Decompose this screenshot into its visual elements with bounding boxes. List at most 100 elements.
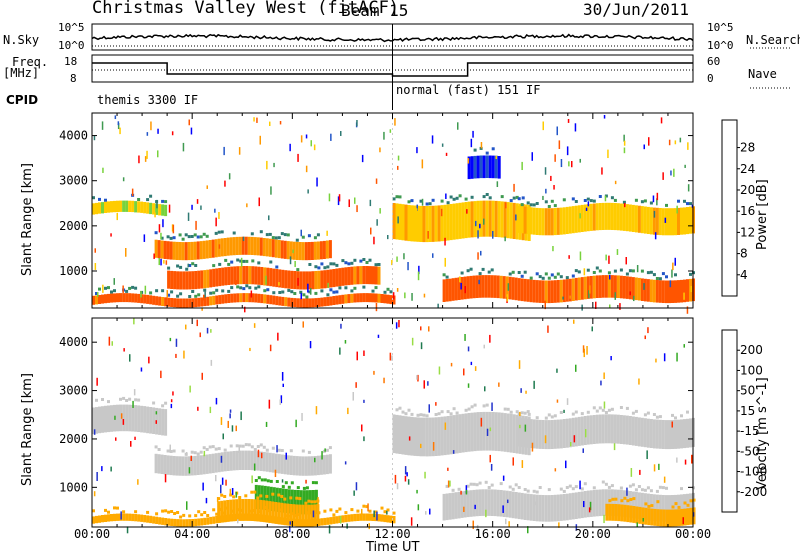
heatmap-cell [541, 420, 545, 449]
heatmap-cell [138, 155, 140, 164]
y-tick-label: 3000 [59, 384, 88, 398]
heatmap-cell [203, 517, 207, 526]
heatmap-cell [153, 253, 155, 259]
heatmap-cell [201, 372, 203, 380]
heatmap-cell [582, 345, 585, 353]
heatmap-cell [574, 277, 578, 301]
heatmap-cell [176, 294, 180, 298]
heatmap-cell [220, 493, 224, 497]
heatmap-cell [227, 420, 229, 428]
heatmap-cell [197, 518, 201, 526]
heatmap-cell [287, 518, 291, 526]
heatmap-cell [218, 212, 220, 219]
heatmap-cell [508, 521, 510, 527]
heatmap-cell [363, 436, 365, 442]
heatmap-cell [630, 468, 633, 477]
heatmap-cell [188, 467, 191, 474]
heatmap-cell [467, 346, 470, 352]
heatmap-cell [652, 273, 656, 277]
heatmap-cell [574, 410, 578, 414]
heatmap-cell [104, 201, 107, 213]
heatmap-cell [356, 513, 360, 521]
heatmap-cell [131, 200, 135, 213]
heatmap-cell [276, 445, 278, 453]
heatmap-cell [475, 220, 477, 227]
heatmap-cell [310, 288, 312, 295]
heatmap-cell [573, 435, 576, 443]
heatmap-cell [425, 206, 429, 243]
heatmap-cell [646, 450, 648, 460]
heatmap-cell [649, 279, 653, 303]
heatmap-cell [628, 416, 632, 445]
heatmap-cell [686, 503, 690, 507]
y-tick-label: 3000 [59, 174, 88, 188]
heatmap-cell [253, 463, 256, 471]
heatmap-cell [335, 263, 339, 267]
heatmap-cell [472, 275, 476, 299]
heatmap-cell [316, 177, 318, 187]
heatmap-cell [307, 456, 311, 476]
heatmap-cell [538, 275, 542, 279]
heatmap-cell [571, 492, 575, 520]
heatmap-cell [194, 298, 198, 308]
heatmap-cell [541, 276, 545, 280]
heatmap-cell [368, 266, 372, 285]
heatmap-cell [338, 286, 342, 290]
heatmap-cell [391, 260, 393, 266]
heatmap-cell [235, 444, 239, 448]
heatmap-cell [469, 490, 473, 517]
heatmap-cell [182, 519, 186, 527]
heatmap-cell [478, 481, 482, 485]
heatmap-cell [428, 202, 432, 206]
heatmap-cell [532, 489, 536, 493]
heatmap-cell [461, 202, 465, 239]
heatmap-cell [610, 196, 614, 200]
heatmap-cell [314, 265, 318, 269]
heatmap-cell [254, 266, 258, 285]
heatmap-cell [266, 160, 268, 170]
heatmap-cell [589, 199, 593, 203]
heatmap-cell [523, 270, 527, 274]
heatmap-cell [226, 451, 230, 471]
heatmap-cell [392, 292, 395, 300]
nsearch-tick-low: 10^0 [707, 39, 734, 52]
heatmap-cell [238, 147, 241, 155]
heatmap-cell [281, 290, 285, 294]
heatmap-cell [247, 443, 251, 447]
heatmap-cell [571, 161, 573, 168]
heatmap-cell [186, 501, 188, 510]
heatmap-cell [215, 475, 217, 482]
velocity-colorbar-label: Velocity [m s^-1] [755, 377, 770, 490]
heatmap-cell [389, 515, 393, 523]
heatmap-cell [245, 513, 249, 521]
heatmap-cell [128, 404, 132, 432]
heatmap-cell [432, 253, 434, 258]
heatmap-cell [167, 518, 171, 526]
heatmap-cell [265, 448, 269, 452]
heatmap-cell [140, 291, 142, 298]
heatmap-cell [308, 519, 312, 527]
heatmap-cell [281, 479, 284, 483]
heatmap-cell [437, 205, 441, 242]
heatmap-cell [656, 500, 660, 504]
heatmap-cell [484, 386, 486, 392]
heatmap-cell [215, 397, 218, 405]
freq-tick-high: 18 [64, 55, 78, 68]
heatmap-cell [325, 454, 329, 475]
heatmap-cell [440, 205, 444, 242]
heatmap-cell [122, 419, 125, 425]
heatmap-cell [559, 279, 563, 303]
heatmap-cell [272, 295, 276, 305]
heatmap-cell [562, 489, 566, 493]
heatmap-cell [608, 499, 612, 503]
heatmap-cell [683, 207, 686, 235]
heatmap-cell [553, 208, 557, 236]
heatmap-cell [479, 223, 481, 229]
heatmap-cell [134, 405, 138, 432]
heatmap-cell [304, 456, 308, 476]
heatmap-cell [352, 392, 354, 401]
heatmap-cell [641, 507, 645, 525]
heatmap-cell [223, 238, 227, 257]
heatmap-cell [628, 204, 632, 232]
heatmap-cell [440, 208, 443, 217]
